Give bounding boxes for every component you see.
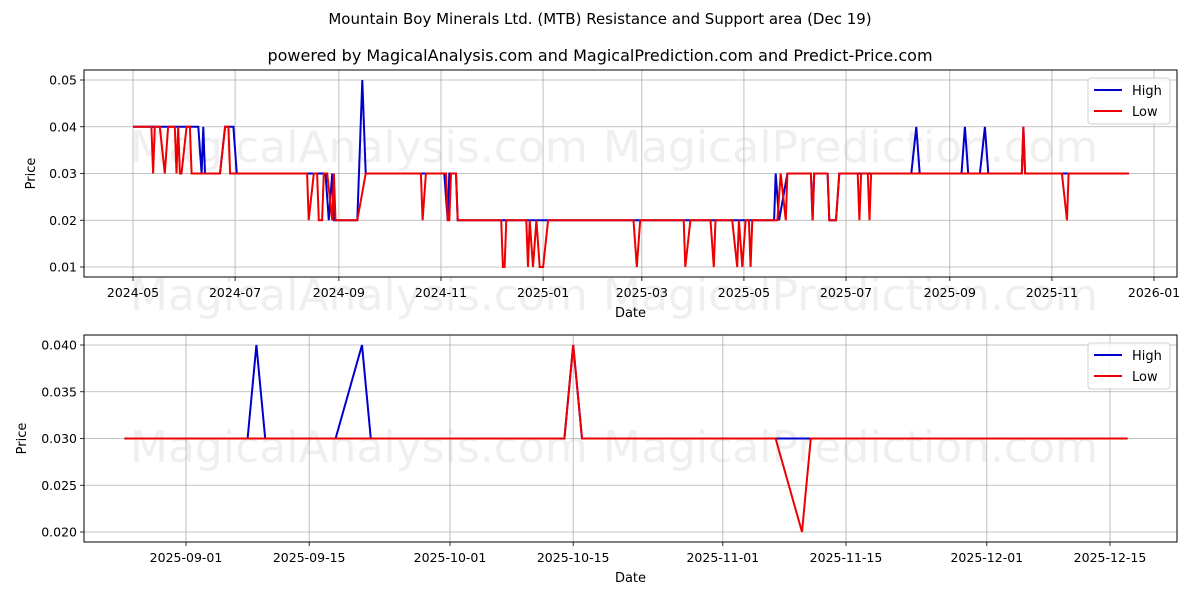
svg-text:MagicalPrediction.com: MagicalPrediction.com <box>603 270 1098 321</box>
y-tick-label: 0.025 <box>41 478 77 493</box>
y-axis-label: Price <box>15 423 30 455</box>
x-tick-label: 2025-11-01 <box>686 550 759 565</box>
x-tick-label: 2024-09 <box>313 285 365 300</box>
y-axis-label: Price <box>24 158 39 190</box>
y-tick-label: 0.035 <box>41 384 77 399</box>
x-tick-label: 2025-09 <box>924 285 976 300</box>
watermark: MagicalAnalysis.com MagicalPrediction.com <box>130 422 1098 473</box>
x-tick-label: 2025-07 <box>820 285 872 300</box>
svg-text:MagicalPrediction.com: MagicalPrediction.com <box>603 122 1098 173</box>
x-tick-label: 2025-11 <box>1026 285 1078 300</box>
x-tick-label: 2025-12-01 <box>950 550 1023 565</box>
y-tick-label: 0.020 <box>41 525 77 540</box>
legend-low-label: Low <box>1132 370 1158 385</box>
series-low-line <box>124 344 1128 533</box>
x-tick-label: 2024-07 <box>209 285 261 300</box>
chart-title: Mountain Boy Minerals Ltd. (MTB) Resista… <box>328 10 872 28</box>
x-axis-label: Date <box>615 306 646 321</box>
x-tick-label: 2025-09-01 <box>150 550 223 565</box>
x-tick-label: 2026-01 <box>1128 285 1180 300</box>
grid: 2024-05 2024-07 2024-09 2024-11 2025-01 2025-… <box>49 70 1180 300</box>
chart-panel-1: MagicalAnalysis.com MagicalPrediction.com… <box>24 69 1180 321</box>
chart-subtitle: powered by MagicalAnalysis.com and Magic… <box>267 46 933 65</box>
x-axis-label: Date <box>615 571 646 586</box>
y-tick-label: 0.040 <box>41 338 77 353</box>
series-low-line <box>133 125 1129 268</box>
y-tick-label: 0.03 <box>49 166 77 181</box>
x-tick-label: 2025-11-15 <box>810 550 883 565</box>
x-tick-label: 2025-09-15 <box>273 550 346 565</box>
svg-text:MagicalAnalysis.com: MagicalAnalysis.com <box>130 270 588 321</box>
x-tick-label: 2025-10-15 <box>537 550 610 565</box>
y-tick-label: 0.01 <box>49 260 77 275</box>
x-tick-label: 2025-10-01 <box>414 550 487 565</box>
x-tick-label: 2024-11 <box>415 285 467 300</box>
y-tick-label: 0.02 <box>49 213 77 228</box>
legend: High Low <box>1087 77 1171 125</box>
x-tick-label: 2025-05 <box>718 285 770 300</box>
y-tick-label: 0.030 <box>41 431 77 446</box>
axes-frame <box>83 69 1178 278</box>
x-tick-label: 2025-03 <box>616 285 668 300</box>
axes-frame <box>83 334 1178 543</box>
x-tick-label: 2025-01 <box>517 285 569 300</box>
legend-low-label: Low <box>1132 105 1158 120</box>
series-high-line <box>133 79 1129 222</box>
legend: High Low <box>1087 342 1171 390</box>
x-tick-label: 2025-12-15 <box>1074 550 1147 565</box>
chart-panel-2: MagicalAnalysis.com MagicalPrediction.com… <box>15 334 1178 586</box>
x-tick-label: 2024-05 <box>107 285 159 300</box>
y-tick-label: 0.05 <box>49 73 77 88</box>
svg-text:MagicalAnalysis.com: MagicalAnalysis.com <box>130 422 588 473</box>
y-tick-label: 0.04 <box>49 119 77 134</box>
legend-high-label: High <box>1132 349 1162 364</box>
legend-high-label: High <box>1132 84 1162 99</box>
svg-text:MagicalPrediction.com: MagicalPrediction.com <box>603 422 1098 473</box>
